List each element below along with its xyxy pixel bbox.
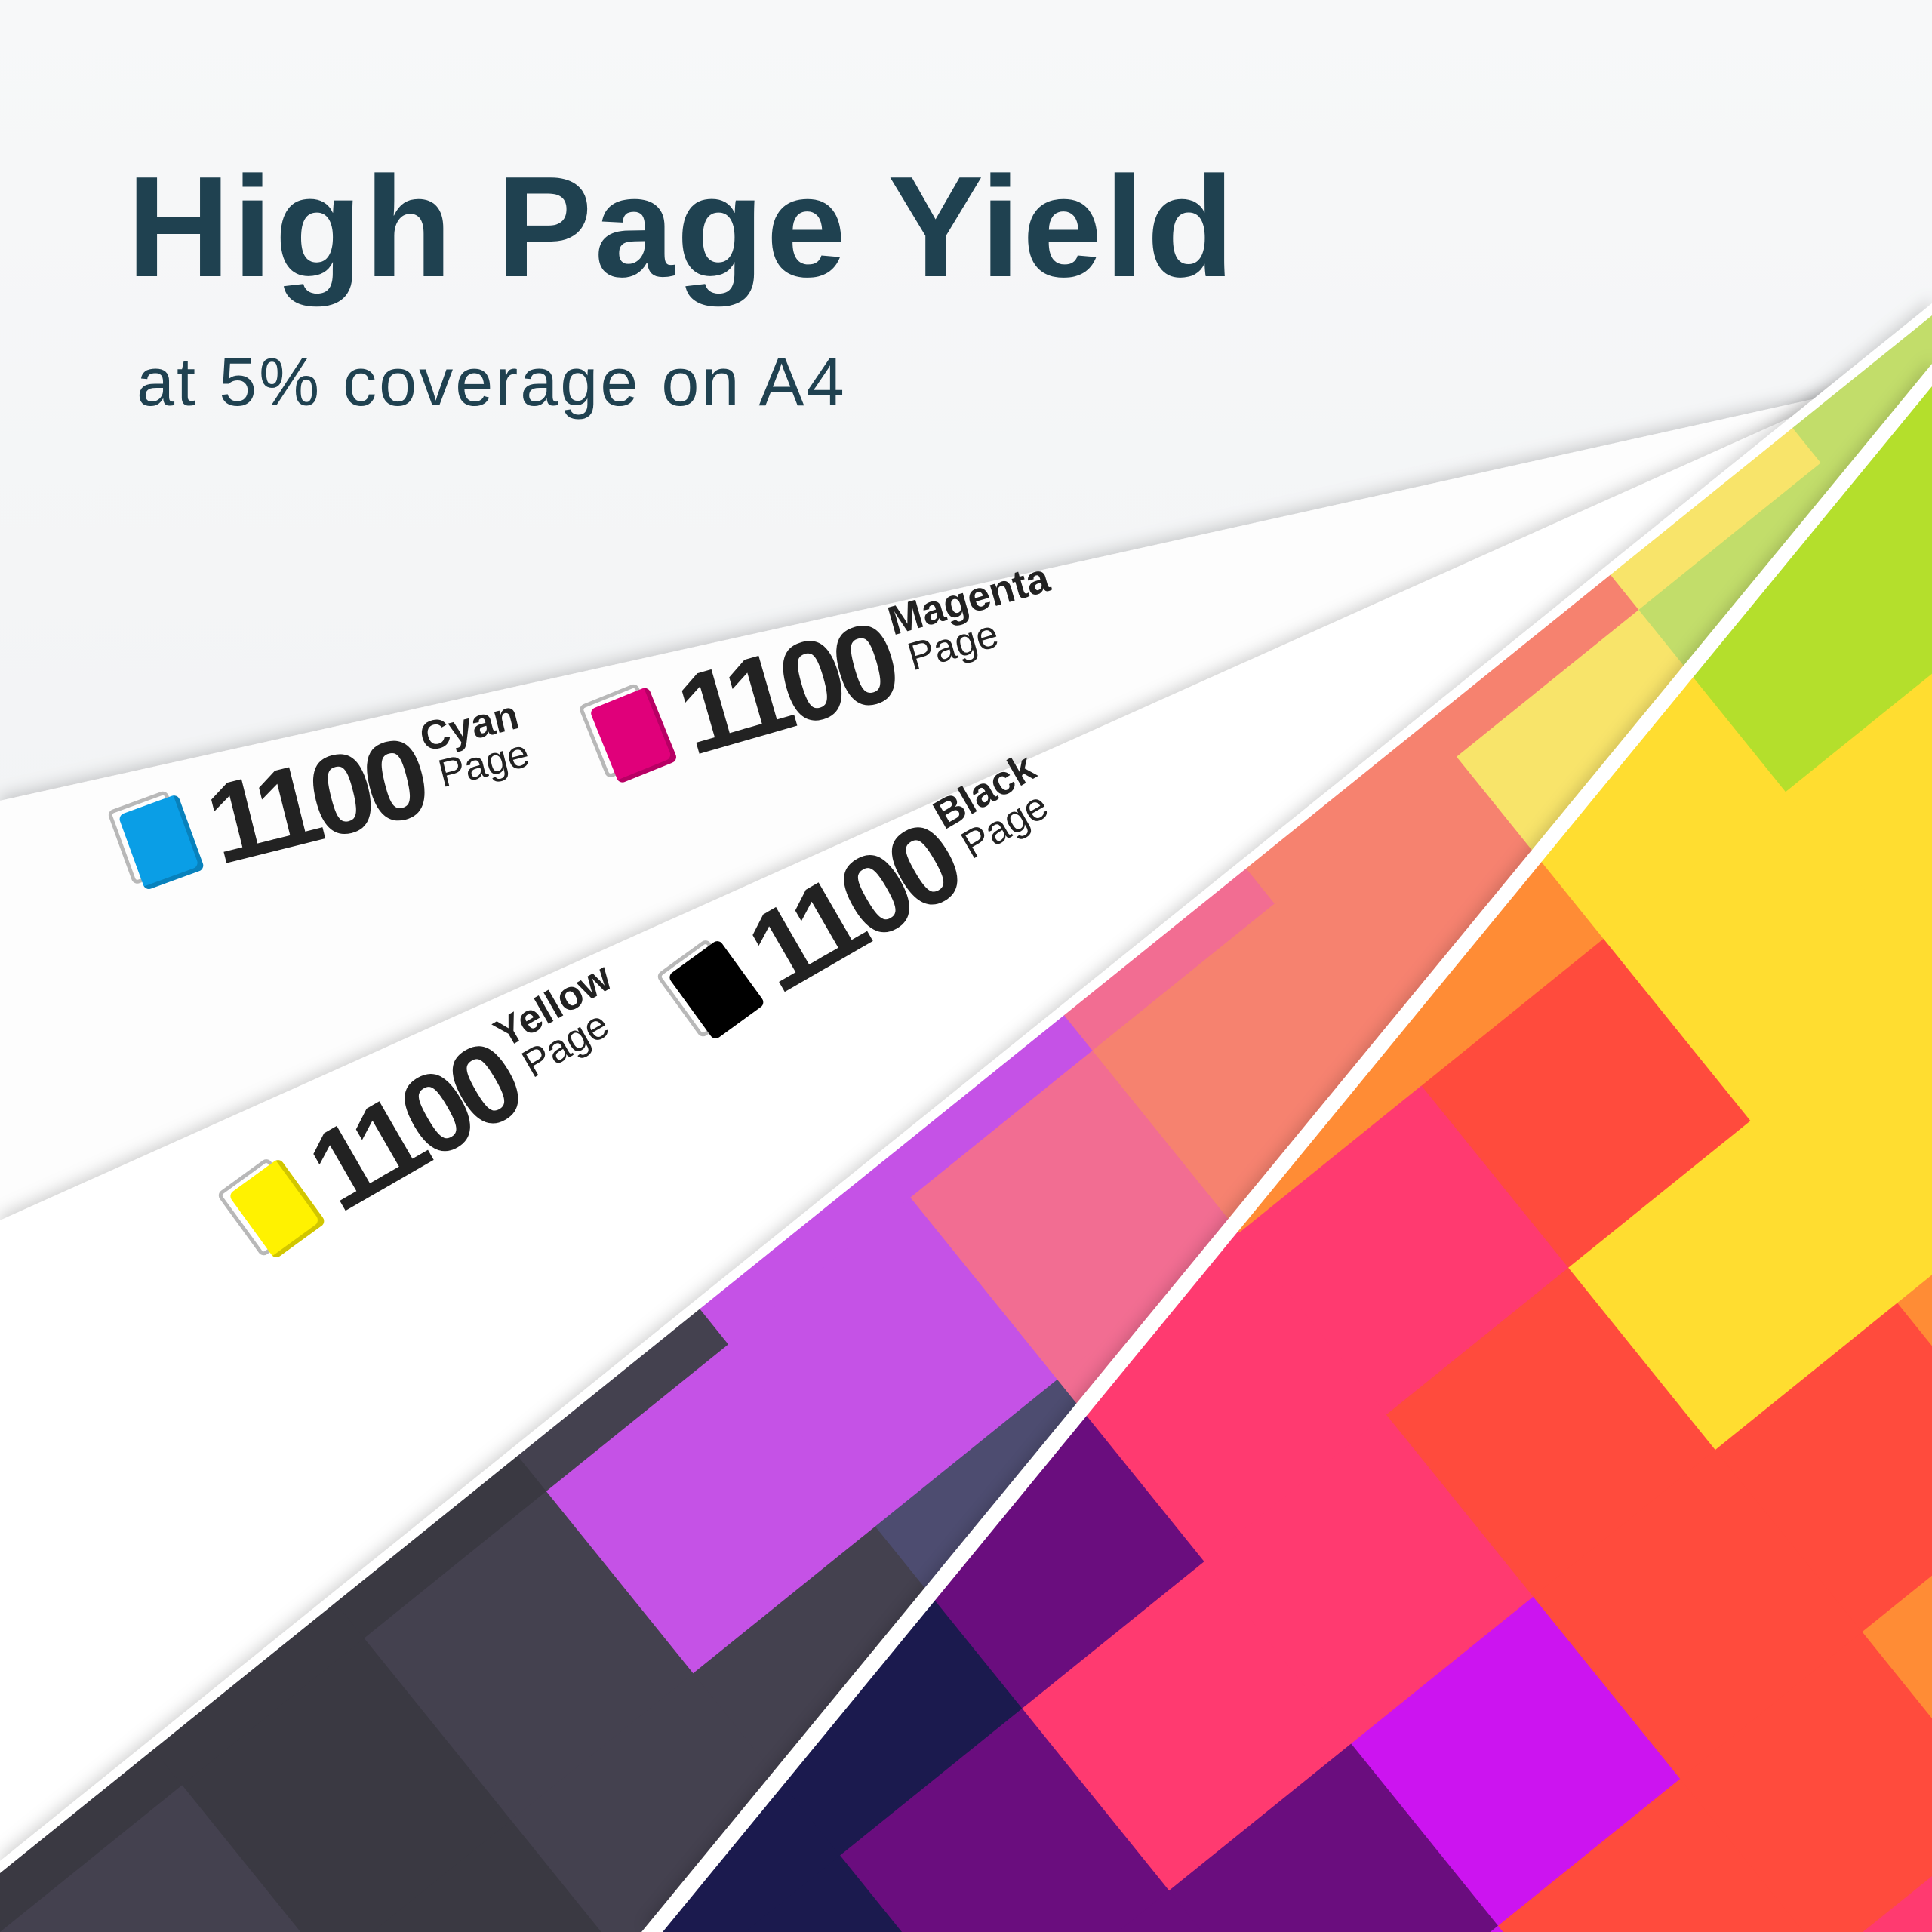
tile xyxy=(1238,1045,1423,1233)
tile xyxy=(1022,1561,1352,1891)
color-sheet-2 xyxy=(663,386,1932,1932)
tile xyxy=(881,1014,1094,1198)
tile xyxy=(1063,868,1276,1051)
tile xyxy=(1498,1778,1805,1932)
tile xyxy=(1421,938,1752,1269)
tile xyxy=(700,1161,912,1346)
tile xyxy=(1680,1631,1932,1932)
tile xyxy=(1389,861,1605,1087)
tile xyxy=(1568,1120,1899,1451)
tile xyxy=(0,1784,302,1932)
tile xyxy=(663,1784,841,1932)
tile xyxy=(1693,492,1932,792)
tile xyxy=(1862,1575,1932,1718)
tile xyxy=(1715,1302,1932,1633)
tile xyxy=(910,1050,1241,1380)
tile xyxy=(1533,1449,1863,1780)
tile xyxy=(745,1854,903,1932)
tile xyxy=(1750,974,1932,1304)
tile xyxy=(1897,1275,1932,1346)
tile xyxy=(1541,676,1787,940)
tile xyxy=(372,1820,602,1932)
tile xyxy=(1610,427,1822,611)
tile xyxy=(1351,1596,1681,1927)
tile xyxy=(546,1343,877,1674)
tile xyxy=(728,1197,1059,1527)
tile xyxy=(1603,791,1932,1121)
tile xyxy=(783,1599,1023,1857)
tile xyxy=(1792,315,1932,464)
tile xyxy=(517,1308,730,1492)
tile xyxy=(1863,1876,1932,1932)
tile xyxy=(934,1415,1205,1709)
tile xyxy=(0,1749,183,1932)
tile xyxy=(1204,1414,1534,1745)
page-title: High Page Yield xyxy=(127,147,1237,307)
tile xyxy=(335,1455,548,1639)
tile xyxy=(1844,386,1932,601)
tile xyxy=(1169,1743,1500,1932)
tile xyxy=(1490,1925,1504,1932)
tile xyxy=(1246,721,1458,905)
tile xyxy=(840,1708,1171,1932)
tile xyxy=(1428,574,1640,758)
tile xyxy=(1786,673,1932,974)
page-subtitle: at 5% coverage on A4 xyxy=(137,345,847,420)
tile xyxy=(182,1638,512,1932)
tile xyxy=(1386,1267,1717,1598)
tile xyxy=(364,1491,694,1821)
tile xyxy=(1118,1890,1204,1932)
tile xyxy=(1239,1084,1570,1416)
tile xyxy=(153,1602,365,1786)
tile xyxy=(1086,1232,1388,1562)
